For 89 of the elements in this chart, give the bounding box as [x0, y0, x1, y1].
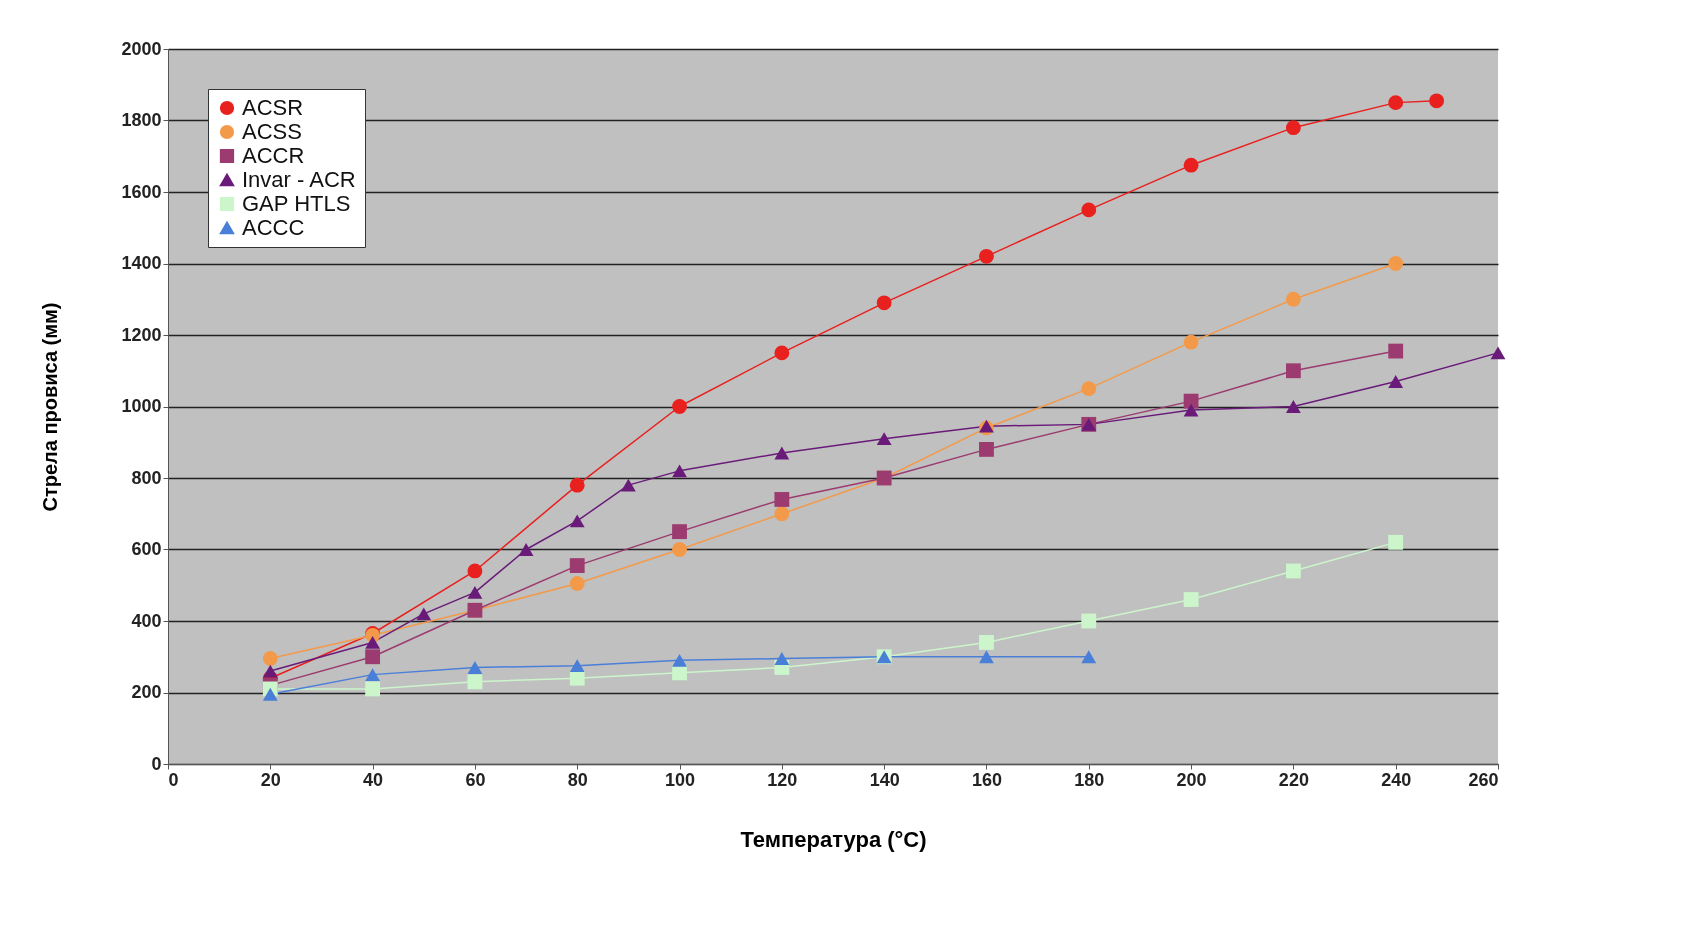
x-tick-label: 160	[971, 769, 1002, 790]
x-tick-label: 120	[767, 769, 798, 790]
point	[1388, 95, 1404, 111]
point	[672, 542, 687, 557]
y-tick-label: 400	[131, 610, 162, 631]
point	[1285, 400, 1301, 413]
x-tick-label: 60	[465, 769, 486, 790]
point	[876, 432, 892, 446]
point	[774, 652, 790, 665]
x-tick-label: 260	[1468, 769, 1499, 790]
point	[1183, 334, 1199, 350]
legend-label: ACCR	[242, 143, 305, 168]
point	[569, 659, 585, 673]
legend-label: Invar - ACR	[242, 167, 356, 192]
point	[1081, 381, 1097, 397]
point	[416, 607, 432, 621]
point	[467, 585, 483, 599]
point	[1388, 375, 1404, 388]
y-tick-label: 1000	[121, 396, 162, 416]
x-tick-label: 20	[260, 769, 281, 790]
point	[672, 464, 687, 478]
point	[1388, 534, 1404, 550]
point	[1081, 650, 1097, 664]
point	[365, 636, 381, 649]
point	[774, 506, 790, 522]
legend-label: ACSS	[242, 119, 302, 144]
point	[979, 441, 994, 457]
point	[1285, 120, 1301, 136]
x-axis-title: Температура (°C)	[740, 826, 927, 852]
y-tick-label: 1400	[121, 253, 162, 273]
point	[569, 514, 585, 528]
point	[1285, 363, 1301, 379]
point	[365, 681, 381, 697]
point	[518, 543, 534, 556]
point	[774, 446, 790, 460]
point	[365, 668, 381, 682]
point	[1429, 93, 1445, 109]
point	[774, 345, 790, 361]
y-tick-label: 0	[151, 753, 162, 774]
point	[1285, 563, 1301, 579]
point	[672, 399, 687, 414]
point	[979, 650, 994, 664]
point	[569, 670, 585, 686]
y-tick-label: 200	[131, 682, 162, 702]
point	[979, 635, 994, 650]
point	[1490, 346, 1506, 360]
point	[672, 524, 687, 540]
point	[1388, 256, 1404, 271]
y-tick-label: 1600	[121, 181, 162, 202]
x-tick-label: 100	[665, 769, 696, 790]
y-tick-label: 600	[131, 539, 162, 559]
point	[876, 295, 892, 311]
point	[262, 664, 278, 678]
y-tick-label: 1200	[121, 324, 162, 345]
point	[569, 576, 585, 591]
x-tick-label: 180	[1074, 769, 1105, 790]
x-tick-label: 0	[168, 769, 179, 790]
y-tick-label: 2000	[121, 38, 162, 59]
point	[1183, 157, 1199, 173]
point	[774, 492, 790, 507]
point	[365, 649, 381, 665]
legend-label: ACSR	[242, 95, 304, 120]
point	[467, 674, 483, 690]
point	[1183, 592, 1199, 607]
y-tick-label: 1800	[121, 110, 162, 130]
point	[1081, 613, 1097, 629]
point	[1388, 343, 1404, 359]
point	[1081, 202, 1097, 218]
point	[1183, 403, 1199, 417]
y-tick-label: 800	[131, 467, 162, 488]
x-tick-label: 240	[1381, 769, 1412, 790]
point	[569, 558, 585, 573]
legend-label: ACCC	[242, 215, 305, 240]
point	[1285, 291, 1301, 307]
point	[262, 651, 278, 666]
x-tick-label: 80	[567, 769, 588, 790]
point	[979, 248, 994, 264]
x-tick-label: 200	[1176, 769, 1207, 790]
point	[569, 477, 585, 493]
point	[620, 478, 636, 492]
x-tick-label: 40	[363, 769, 384, 790]
point	[262, 687, 278, 701]
point	[467, 661, 483, 674]
x-tick-label: 220	[1278, 769, 1309, 790]
legend-label: GAP HTLS	[242, 191, 351, 216]
y-axis-title: Стрела провиса (мм)	[39, 302, 62, 512]
point	[672, 653, 687, 667]
x-tick-label: 140	[869, 769, 900, 790]
point	[467, 563, 483, 579]
